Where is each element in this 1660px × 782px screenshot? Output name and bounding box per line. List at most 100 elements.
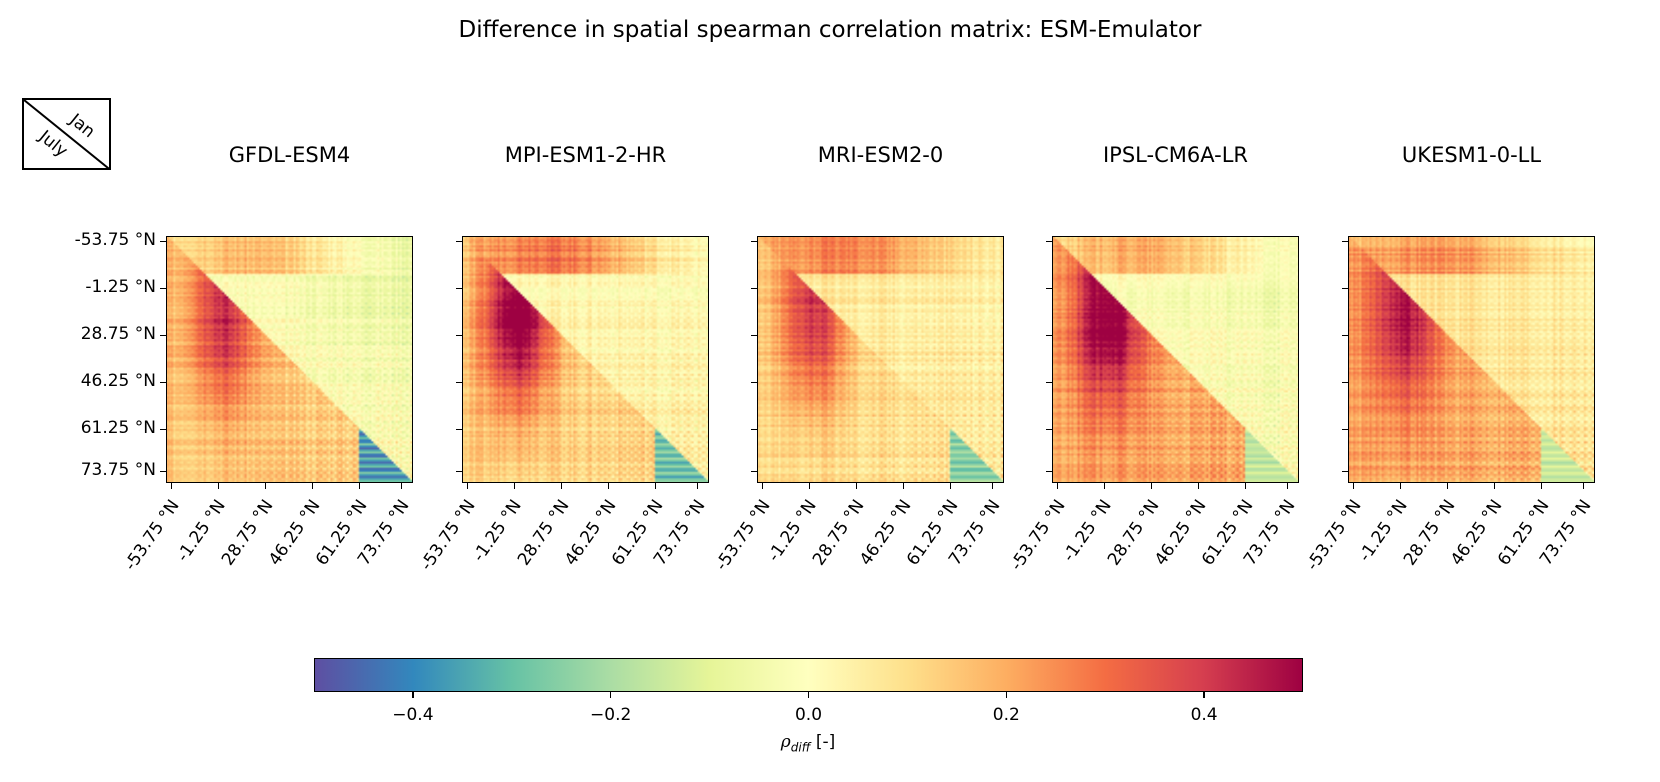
x-tick <box>264 483 267 489</box>
x-tick <box>1244 483 1247 489</box>
panel-title: UKESM1-0-LL <box>1401 143 1542 167</box>
y-tick <box>751 428 757 431</box>
heatmap-cells <box>1053 237 1298 482</box>
y-tick <box>456 334 462 337</box>
x-tick <box>1540 483 1543 489</box>
x-tick <box>560 483 563 489</box>
y-tick <box>751 470 757 473</box>
x-tick <box>1286 483 1289 489</box>
heatmap-panel <box>1348 236 1595 483</box>
x-tick <box>808 483 811 489</box>
x-tick <box>1493 483 1496 489</box>
y-tick <box>456 470 462 473</box>
colorbar-tick-label: −0.4 <box>392 705 434 725</box>
heatmap-panel <box>166 236 413 483</box>
heatmap-panel <box>1052 236 1299 483</box>
x-tick <box>1197 483 1200 489</box>
colorbar-symbol: ρ <box>780 732 791 752</box>
colorbar-tick <box>1005 692 1008 698</box>
x-tick <box>696 483 699 489</box>
colorbar-unit: [-] <box>815 732 836 752</box>
colorbar-tick <box>1203 692 1205 698</box>
y-tick <box>456 240 462 243</box>
colorbar-tick-label: −0.2 <box>590 705 632 725</box>
heatmap-cells <box>758 237 1003 482</box>
x-tick <box>991 483 994 489</box>
y-tick <box>1342 381 1348 384</box>
y-tick <box>456 428 462 431</box>
colorbar-subscript: diff <box>790 740 811 755</box>
y-tick <box>1046 287 1052 290</box>
y-tick <box>1046 381 1052 384</box>
x-tick-label: -53.75 °N <box>416 496 480 575</box>
y-tick <box>160 287 166 290</box>
y-tick <box>160 470 166 473</box>
x-tick <box>513 483 516 489</box>
legend-diagonal: Jan July <box>24 100 109 168</box>
x-tick <box>855 483 858 489</box>
y-tick <box>1342 428 1348 431</box>
y-tick <box>1342 287 1348 290</box>
y-tick <box>751 240 757 243</box>
x-tick <box>358 483 361 489</box>
y-tick <box>160 334 166 337</box>
x-tick-label: -53.75 °N <box>711 496 775 575</box>
heatmap-cells <box>1349 237 1594 482</box>
panel-title: GFDL-ESM4 <box>228 143 351 167</box>
x-tick-label: -53.75 °N <box>120 496 184 575</box>
x-tick <box>1103 483 1106 489</box>
x-tick <box>607 483 610 489</box>
heatmap-panel <box>462 236 709 483</box>
heatmap-cells <box>167 237 412 482</box>
x-tick <box>1150 483 1153 489</box>
colorbar-tick-label: 0.4 <box>1190 705 1218 725</box>
y-tick <box>160 240 166 243</box>
colorbar <box>314 658 1303 692</box>
x-tick <box>1399 483 1402 489</box>
x-tick <box>1582 483 1585 489</box>
y-tick <box>1342 334 1348 337</box>
y-tick <box>1046 470 1052 473</box>
x-tick <box>217 483 220 489</box>
x-tick <box>1446 483 1449 489</box>
heatmap-cells <box>463 237 708 482</box>
colorbar-label: ρdiff [-] <box>0 732 1616 754</box>
colorbar-tick <box>412 692 414 698</box>
x-tick <box>654 483 657 489</box>
y-tick <box>160 428 166 431</box>
colorbar-tick <box>807 692 810 698</box>
y-tick <box>456 287 462 290</box>
legend-july-label: July <box>34 126 71 161</box>
x-tick-label: -53.75 °N <box>1006 496 1070 575</box>
y-tick-label: 61.25 °N <box>80 417 156 438</box>
y-tick-label: -1.25 °N <box>85 276 156 297</box>
y-tick <box>751 334 757 337</box>
x-tick <box>311 483 314 489</box>
x-tick-label: -53.75 °N <box>1302 496 1366 575</box>
x-tick <box>949 483 952 489</box>
panel-title: MRI-ESM2-0 <box>817 143 944 167</box>
y-tick-label: 73.75 °N <box>80 459 156 480</box>
x-tick <box>400 483 403 489</box>
y-tick <box>160 381 166 384</box>
x-tick <box>170 483 173 489</box>
y-tick-label: 46.25 °N <box>80 370 156 391</box>
y-tick <box>456 381 462 384</box>
x-tick <box>761 483 764 489</box>
x-tick <box>1352 483 1355 489</box>
y-tick-label: 28.75 °N <box>80 323 156 344</box>
y-tick <box>1342 470 1348 473</box>
panel-title: MPI-ESM1-2-HR <box>504 143 667 167</box>
y-tick <box>1046 428 1052 431</box>
colorbar-tick <box>609 692 612 698</box>
y-tick <box>1046 334 1052 337</box>
x-tick <box>466 483 469 489</box>
x-tick <box>1056 483 1059 489</box>
y-tick <box>1046 240 1052 243</box>
y-tick-label: -53.75 °N <box>74 229 156 250</box>
y-tick <box>1342 240 1348 243</box>
heatmap-panel <box>757 236 1004 483</box>
y-tick <box>751 287 757 290</box>
colorbar-tick-label: 0.2 <box>992 705 1020 725</box>
figure-title: Difference in spatial spearman correlati… <box>458 17 1202 43</box>
